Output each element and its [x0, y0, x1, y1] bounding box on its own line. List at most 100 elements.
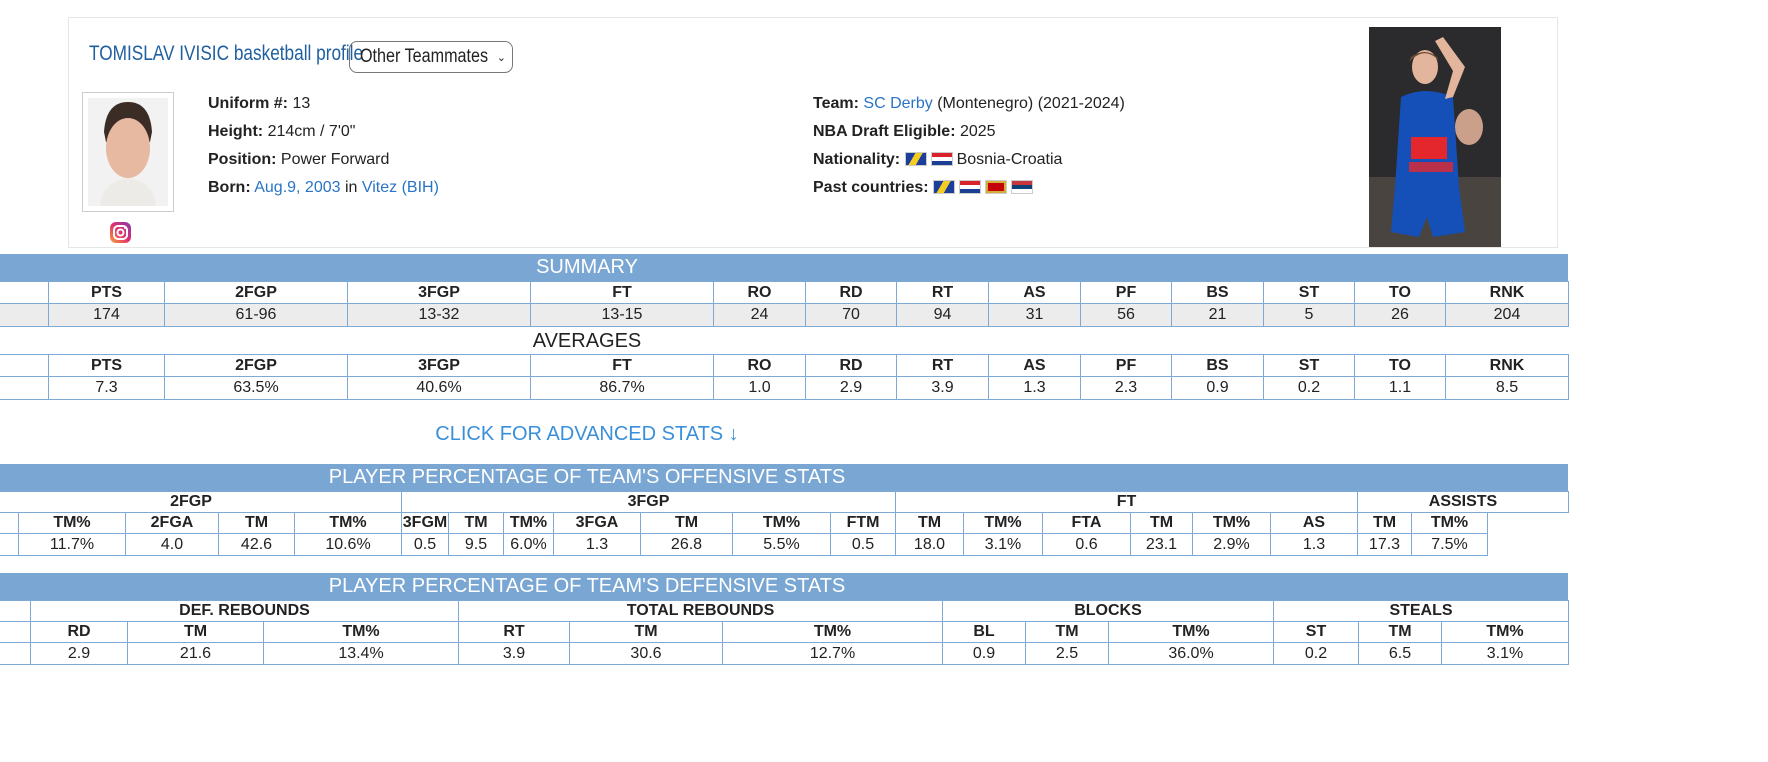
group-header: 2FGP: [0, 491, 402, 513]
stat-cell: 7.3: [48, 376, 165, 400]
stat-cell: 204: [1445, 303, 1569, 327]
section-title: AVERAGES: [532, 330, 642, 352]
stat-cell: 3.9: [458, 642, 570, 665]
column-header: 2FGP: [164, 354, 348, 377]
column-header: RD: [805, 354, 897, 377]
stat-cell: 94: [896, 303, 989, 327]
section-bar: PLAYER PERCENTAGE OF TEAM'S OFFENSIVE ST…: [0, 464, 1568, 491]
profile-card: [68, 17, 1558, 248]
info-value: (Montenegro) (2021-2024): [932, 95, 1125, 112]
stat-cell: 63.5%: [164, 376, 348, 400]
info-value: 2025: [959, 123, 996, 140]
stat-cell: 3.9: [896, 376, 989, 400]
section-title: PLAYER PERCENTAGE OF TEAM'S OFFENSIVE ST…: [328, 466, 846, 488]
column-header: RO: [713, 281, 806, 304]
info-line: Nationality: Bosnia-Croatia: [813, 151, 1062, 169]
stat-cell: 4.0: [125, 533, 219, 556]
stat-cell: 86.7%: [530, 376, 714, 400]
column-header: TM%: [1411, 512, 1488, 534]
stat-cell: 2.5: [1025, 642, 1109, 665]
info-value: 13: [292, 95, 311, 112]
stat-cell: 6.5: [1358, 642, 1442, 665]
info-label: Team:: [813, 95, 859, 112]
info-line: NBA Draft Eligible: 2025: [813, 123, 996, 141]
stat-cell: 61-96: [164, 303, 348, 327]
group-header: BLOCKS: [942, 600, 1274, 622]
column-header: BL: [942, 621, 1026, 643]
column-header: FTA: [1042, 512, 1131, 534]
advanced-stats-link[interactable]: CLICK FOR ADVANCED STATS ↓: [435, 423, 739, 445]
stat-cell: 3.1%: [1441, 642, 1569, 665]
info-line: Uniform #: 13: [208, 95, 310, 113]
stat-cell: 21.6: [127, 642, 264, 665]
info-label: Height:: [208, 123, 264, 140]
info-label: Nationality:: [813, 151, 901, 168]
select-text: Other Teammates: [360, 46, 489, 67]
cut-cell: [0, 281, 49, 304]
select-arrow: ⌄: [496, 51, 506, 64]
info-link[interactable]: Aug.9, 2003: [254, 179, 341, 196]
column-header: BS: [1171, 354, 1264, 377]
column-header: AS: [988, 281, 1081, 304]
stat-cell: 0.6: [1042, 533, 1131, 556]
profile-title: TOMISLAV IVISIC basketball profile: [89, 42, 364, 65]
column-header: PTS: [48, 354, 165, 377]
cut-cell: [0, 642, 31, 665]
info-value: Bosnia-Croatia: [956, 151, 1063, 168]
teammates-select[interactable]: Other Teammates ⌄: [349, 41, 513, 73]
info-link[interactable]: Vitez (BIH): [361, 179, 439, 196]
column-header: 2FGP: [164, 281, 348, 304]
stat-cell: 26.8: [640, 533, 733, 556]
info-line: Height: 214cm / 7'0": [208, 123, 355, 141]
column-header: TO: [1354, 281, 1446, 304]
stat-cell: 1.3: [553, 533, 641, 556]
column-header: TM: [218, 512, 295, 534]
column-header: RT: [896, 354, 989, 377]
column-header: PF: [1080, 281, 1172, 304]
column-header: TM%: [18, 512, 126, 534]
flag-hr: [959, 180, 982, 194]
stat-cell: 40.6%: [347, 376, 531, 400]
column-header: ST: [1263, 354, 1355, 377]
stat-cell: 13-32: [347, 303, 531, 327]
column-header: RNK: [1445, 354, 1569, 377]
stat-cell: 1.0: [713, 376, 806, 400]
column-header: TO: [1354, 354, 1446, 377]
stat-cell: 0.2: [1273, 642, 1359, 665]
cut-cell: [0, 512, 19, 534]
stat-cell: 1.3: [1270, 533, 1358, 556]
column-header: AS: [1270, 512, 1358, 534]
column-header: FT: [530, 281, 714, 304]
info-value: 214cm / 7'0": [267, 123, 356, 140]
column-header: PF: [1080, 354, 1172, 377]
column-header: RD: [805, 281, 897, 304]
column-header: TM%: [963, 512, 1043, 534]
column-header: TM%: [1108, 621, 1274, 643]
stat-cell: 36.0%: [1108, 642, 1274, 665]
group-header: DEF. REBOUNDS: [30, 600, 459, 622]
stat-cell: 1.3: [988, 376, 1081, 400]
instagram-icon[interactable]: [109, 221, 132, 244]
column-header: BS: [1171, 281, 1264, 304]
group-header: STEALS: [1273, 600, 1569, 622]
stat-cell: 11.7%: [18, 533, 126, 556]
column-header: TM: [1130, 512, 1193, 534]
info-label: Position:: [208, 151, 277, 168]
info-link[interactable]: SC Derby: [863, 95, 933, 112]
stat-cell: 17.3: [1357, 533, 1412, 556]
column-header: 3FGP: [347, 281, 531, 304]
stat-cell: 30.6: [569, 642, 723, 665]
stat-cell: 2.9: [805, 376, 897, 400]
info-line: Team: SC Derby (Montenegro) (2021-2024): [813, 95, 1125, 113]
cut-cell: [0, 354, 49, 377]
stat-cell: 0.5: [401, 533, 449, 556]
stat-cell: 5.5%: [732, 533, 831, 556]
column-header: TM: [448, 512, 504, 534]
column-header: TM%: [503, 512, 554, 534]
stat-cell: 0.9: [1171, 376, 1264, 400]
info-label: Uniform #:: [208, 95, 288, 112]
stat-cell: 9.5: [448, 533, 504, 556]
stat-cell: 21: [1171, 303, 1264, 327]
column-header: RD: [30, 621, 128, 643]
stat-cell: 0.2: [1263, 376, 1355, 400]
